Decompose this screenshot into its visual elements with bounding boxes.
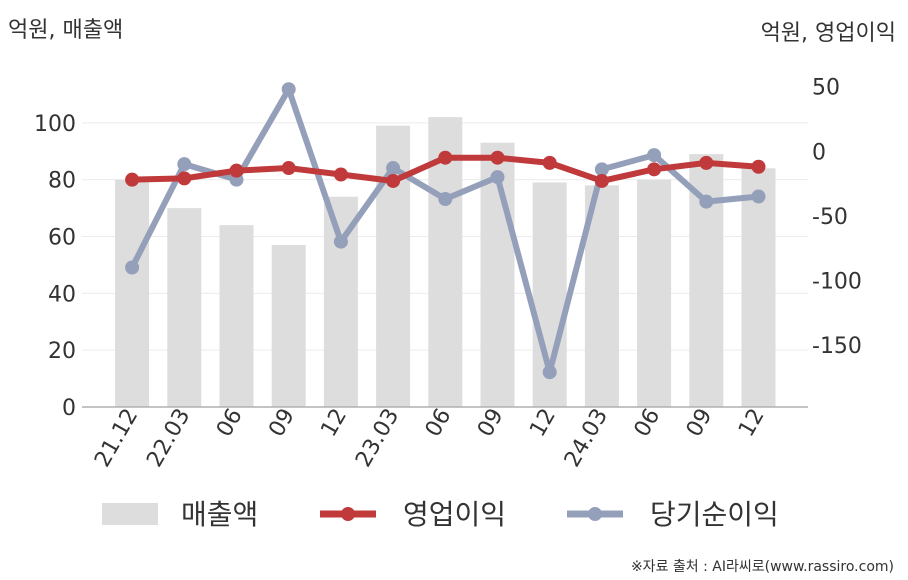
operating-profit-point bbox=[281, 161, 296, 176]
operating-profit-point bbox=[438, 150, 453, 165]
left-tick-label: 0 bbox=[62, 396, 76, 421]
operating-profit-point bbox=[333, 167, 348, 182]
legend: 매출액 영업이익 당기순이익 bbox=[102, 498, 779, 531]
operating-profit-point bbox=[490, 150, 505, 165]
right-axis-unit: 억원, 영업이익 bbox=[761, 21, 896, 46]
revenue-bar bbox=[637, 179, 672, 407]
left-tick-label: 60 bbox=[48, 226, 76, 251]
left-tick-label: 100 bbox=[34, 112, 76, 137]
left-tick-label: 20 bbox=[48, 339, 76, 364]
legend-label-operating: 영업이익 bbox=[403, 498, 506, 531]
net-income-point bbox=[333, 234, 348, 249]
right-axis-ticks: 50 0 -50 -100 -150 bbox=[812, 76, 862, 359]
x-tick-label: 12 bbox=[316, 405, 352, 442]
legend-swatch-net-dot bbox=[588, 507, 602, 521]
operating-profit-point bbox=[751, 159, 766, 174]
operating-profit-point bbox=[647, 162, 662, 177]
x-tick-label: 09 bbox=[264, 405, 300, 442]
x-tick-label: 09 bbox=[473, 405, 509, 442]
right-tick-label: -50 bbox=[812, 205, 848, 230]
revenue-bar bbox=[323, 196, 358, 407]
right-tick-label: 0 bbox=[812, 140, 826, 165]
net-income-point bbox=[281, 82, 296, 97]
operating-profit-point bbox=[594, 173, 609, 188]
x-tick-label: 24.03 bbox=[560, 405, 613, 472]
x-axis-ticks: 21.12 22.03 06 09 12 23.03 06 09 12 24.03 06 09 12 bbox=[90, 405, 770, 472]
net-income-point bbox=[594, 162, 609, 177]
x-tick-label: 09 bbox=[682, 405, 718, 442]
left-axis-unit: 억원, 매출액 bbox=[8, 18, 123, 43]
net-income-point bbox=[490, 170, 505, 185]
revenue-bars bbox=[115, 117, 776, 408]
revenue-bar bbox=[115, 179, 150, 407]
right-tick-label: 50 bbox=[812, 76, 840, 101]
left-tick-label: 40 bbox=[48, 282, 76, 307]
source-note: ※자료 출처 : AI라씨로(www.rassiro.com) bbox=[631, 559, 894, 575]
x-tick-label: 22.03 bbox=[142, 405, 195, 472]
operating-profit-point bbox=[542, 155, 557, 170]
net-income-point bbox=[177, 157, 192, 172]
x-tick-label: 06 bbox=[630, 405, 666, 442]
operating-profit-point bbox=[177, 171, 192, 186]
operating-profit-point bbox=[386, 173, 401, 188]
left-tick-label: 80 bbox=[48, 169, 76, 194]
right-tick-label: -150 bbox=[812, 334, 862, 359]
net-income-point bbox=[125, 260, 140, 275]
x-tick-label: 12 bbox=[525, 405, 561, 442]
net-income-point bbox=[647, 148, 662, 163]
x-tick-label: 23.03 bbox=[351, 405, 404, 472]
net-income-point bbox=[386, 161, 401, 176]
revenue-bar bbox=[219, 225, 254, 407]
line-series bbox=[125, 82, 766, 380]
net-income-point bbox=[751, 189, 766, 204]
legend-swatch-revenue bbox=[102, 503, 158, 525]
operating-profit-point bbox=[125, 172, 140, 187]
net-income-point bbox=[438, 192, 453, 207]
revenue-bar bbox=[741, 168, 776, 407]
net-income-point bbox=[699, 194, 714, 209]
legend-label-revenue: 매출액 bbox=[181, 498, 258, 531]
legend-swatch-operating-dot bbox=[341, 507, 355, 521]
x-tick-label: 06 bbox=[421, 405, 457, 442]
revenue-bar bbox=[271, 245, 306, 407]
operating-profit-point bbox=[229, 163, 244, 178]
right-tick-label: -100 bbox=[812, 269, 862, 294]
x-tick-label: 12 bbox=[734, 405, 770, 442]
legend-label-net: 당기순이익 bbox=[650, 498, 779, 531]
revenue-bar bbox=[167, 208, 202, 407]
left-axis-ticks: 0 20 40 60 80 100 bbox=[34, 112, 76, 421]
operating-profit-point bbox=[699, 155, 714, 170]
x-tick-label: 21.12 bbox=[90, 405, 143, 472]
net-income-point bbox=[542, 365, 557, 380]
x-tick-label: 06 bbox=[212, 405, 248, 442]
